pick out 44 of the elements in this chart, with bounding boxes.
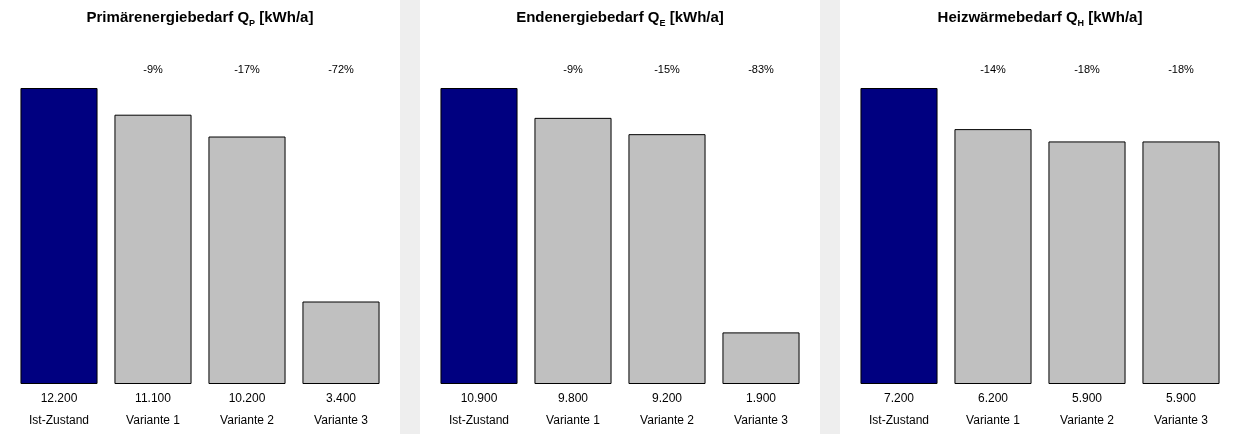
chart-title: Endenergiebedarf Q$_{E}$ [kWh/a]	[515, 8, 725, 28]
bar	[628, 134, 706, 384]
x-tick-label: Variante 1	[546, 413, 601, 427]
x-tick-label: Variante 3	[314, 413, 369, 427]
text: -83%	[748, 62, 775, 75]
bar	[208, 136, 286, 384]
x-tick-label: Variante 1	[126, 413, 181, 427]
chart-title: Primärenergiebedarf Q$_{P}$ [kWh/a]	[85, 8, 315, 28]
data-label: 9.800	[557, 391, 589, 405]
text: -17%	[234, 62, 261, 75]
x-tick-label: Variante 2	[220, 413, 275, 427]
bar	[20, 88, 98, 384]
text: -18%	[1168, 62, 1195, 75]
bar	[722, 332, 800, 384]
data-label: 5.900	[1071, 391, 1103, 405]
x-tick-label: Variante 1	[966, 413, 1021, 427]
x-tick-label: Variante 3	[734, 413, 789, 427]
data-label: 3.400	[325, 391, 357, 405]
bar	[440, 88, 518, 384]
x-tick-label: Variante 2	[640, 413, 695, 427]
data-label: 10.200	[228, 391, 266, 405]
data-label: 9.200	[651, 391, 683, 405]
data-label: 7.200	[883, 391, 915, 405]
x-tick-label: Variante 2	[1060, 413, 1115, 427]
data-label: 11.100	[135, 391, 172, 405]
data-label: 12.200	[40, 391, 78, 405]
bar	[302, 301, 380, 384]
x-tick-label: Ist-Zustand	[868, 413, 930, 427]
x-tick-label: Ist-Zustand	[28, 413, 90, 427]
text: -72%	[328, 62, 355, 75]
text: -9%	[143, 62, 163, 75]
data-label: 10.900	[460, 391, 498, 405]
data-label: 1.900	[745, 391, 777, 405]
data-label: 6.200	[977, 391, 1009, 405]
bar	[114, 114, 192, 384]
text: -18%	[1074, 62, 1101, 75]
text: -14%	[980, 62, 1007, 75]
bar	[534, 117, 612, 384]
x-tick-label: Variante 3	[1154, 413, 1209, 427]
text: -9%	[563, 62, 583, 75]
chart-title: Heizwärmebedarf Q$_{H}$ [kWh/a]	[936, 8, 1144, 28]
data-label: 5.900	[1165, 391, 1197, 405]
x-tick-label: Ist-Zustand	[448, 413, 510, 427]
text: -15%	[654, 62, 681, 75]
